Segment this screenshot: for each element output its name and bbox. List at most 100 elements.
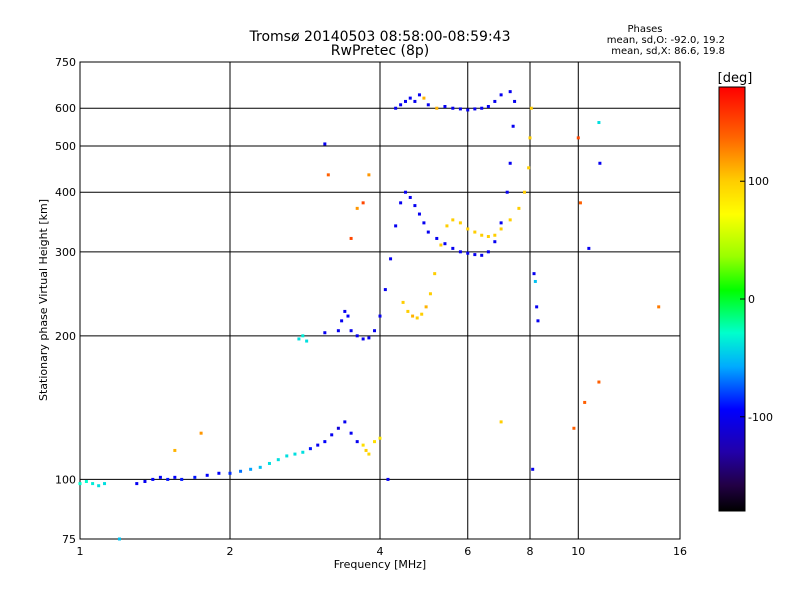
scatter-point xyxy=(323,440,327,444)
scatter-point xyxy=(422,96,426,100)
y-tick-label: 100 xyxy=(55,473,76,486)
scatter-point xyxy=(330,433,334,437)
legend-title: Phases xyxy=(627,24,662,35)
scatter-point xyxy=(451,106,455,110)
x-tick-label: 6 xyxy=(464,545,471,558)
scatter-point xyxy=(508,218,512,222)
scatter-point xyxy=(180,477,184,481)
colorbar-tick-label: 100 xyxy=(748,175,769,188)
scatter-point xyxy=(285,454,289,458)
y-tick-label: 300 xyxy=(55,246,76,259)
scatter-point xyxy=(340,319,344,323)
scatter-point xyxy=(308,447,312,451)
scatter-point xyxy=(367,173,371,177)
scatter-point xyxy=(258,465,262,469)
scatter-point xyxy=(480,106,484,110)
scatter-point xyxy=(466,227,470,231)
scatter-point xyxy=(361,443,365,447)
scatter-point xyxy=(205,473,209,477)
scatter-point xyxy=(386,477,390,481)
scatter-point xyxy=(511,124,515,128)
scatter-point xyxy=(531,467,535,471)
scatter-point xyxy=(173,448,177,452)
scatter-point xyxy=(394,224,398,228)
scatter-point xyxy=(657,305,661,309)
y-tick-labels: 75 100 200 300 400 500 600 750 xyxy=(55,56,76,546)
scatter-point xyxy=(394,106,398,110)
scatter-point xyxy=(443,105,447,109)
scatter-point xyxy=(458,250,462,254)
scatter-point xyxy=(413,204,417,208)
scatter-point xyxy=(508,161,512,165)
scatter-point xyxy=(84,479,88,483)
scatter-point xyxy=(499,227,503,231)
scatter-point xyxy=(336,426,340,430)
scatter-point xyxy=(217,471,221,475)
scatter-point xyxy=(239,469,243,473)
x-tick-label: 2 xyxy=(227,545,234,558)
scatter-point xyxy=(572,426,576,430)
scatter-point xyxy=(528,136,532,140)
scatter-point xyxy=(336,329,340,333)
grid-layer xyxy=(80,62,680,539)
scatter-point xyxy=(267,461,271,465)
scatter-point xyxy=(403,99,407,103)
scatter-point xyxy=(458,221,462,225)
scatter-point xyxy=(598,161,602,165)
chart-subtitle: RwPretec (8p) xyxy=(331,43,429,59)
scatter-point xyxy=(389,257,393,261)
scatter-point xyxy=(473,107,477,111)
scatter-point xyxy=(523,190,527,194)
scatter-point xyxy=(505,190,509,194)
scatter-point xyxy=(297,337,301,341)
scatter-point xyxy=(346,314,350,318)
scatter-point xyxy=(439,243,443,247)
y-axis-label: Stationary phase Virtual Height [km] xyxy=(37,199,50,401)
scatter-point xyxy=(408,195,412,199)
scatter-point xyxy=(151,477,155,481)
scatter-point xyxy=(473,230,477,234)
scatter-point xyxy=(486,235,490,239)
scatter-point xyxy=(517,206,521,210)
scatter-point xyxy=(367,336,371,340)
scatter-point xyxy=(305,339,309,343)
scatter-point xyxy=(426,230,430,234)
scatter-point xyxy=(143,479,147,483)
scatter-point xyxy=(597,121,601,125)
y-tick-label: 500 xyxy=(55,140,76,153)
scatter-point xyxy=(406,309,410,313)
scatter-point xyxy=(426,103,430,107)
y-tick-label: 75 xyxy=(62,533,76,546)
scatter-point xyxy=(578,201,582,205)
x-tick-labels: 1 2 4 6 8 10 16 xyxy=(77,545,688,558)
scatter-point xyxy=(323,331,327,335)
colorbar-ticks: 100 0 -100 xyxy=(740,175,773,424)
scatter-point xyxy=(301,450,305,454)
scatter-point xyxy=(480,253,484,257)
scatter-point xyxy=(486,105,490,109)
x-tick-label: 16 xyxy=(673,545,687,558)
scatter-point xyxy=(473,253,477,257)
x-tick-label: 1 xyxy=(77,545,84,558)
scatter-point xyxy=(355,334,359,338)
scatter-point xyxy=(403,190,407,194)
scatter-point xyxy=(166,477,170,481)
scatter-point xyxy=(199,431,203,435)
scatter-point xyxy=(349,329,353,333)
scatter-point xyxy=(364,448,368,452)
scatter-point xyxy=(508,90,512,94)
chart-title: Tromsø 20140503 08:58:00-08:59:43 xyxy=(249,29,511,45)
scatter-point xyxy=(576,136,580,140)
scatter-point xyxy=(493,233,497,237)
scatter-point xyxy=(135,482,139,486)
scatter-point xyxy=(408,96,412,100)
scatter-point xyxy=(443,242,447,246)
scatter-point xyxy=(383,288,387,292)
scatter-point xyxy=(458,107,462,111)
scatter-point xyxy=(103,482,107,486)
scatter-point xyxy=(355,206,359,210)
scatter-point xyxy=(413,99,417,103)
scatter-point xyxy=(587,246,591,250)
scatter-point xyxy=(451,246,455,250)
legend-line-o: mean, sd,O: -92.0, 19.2 xyxy=(607,35,725,46)
